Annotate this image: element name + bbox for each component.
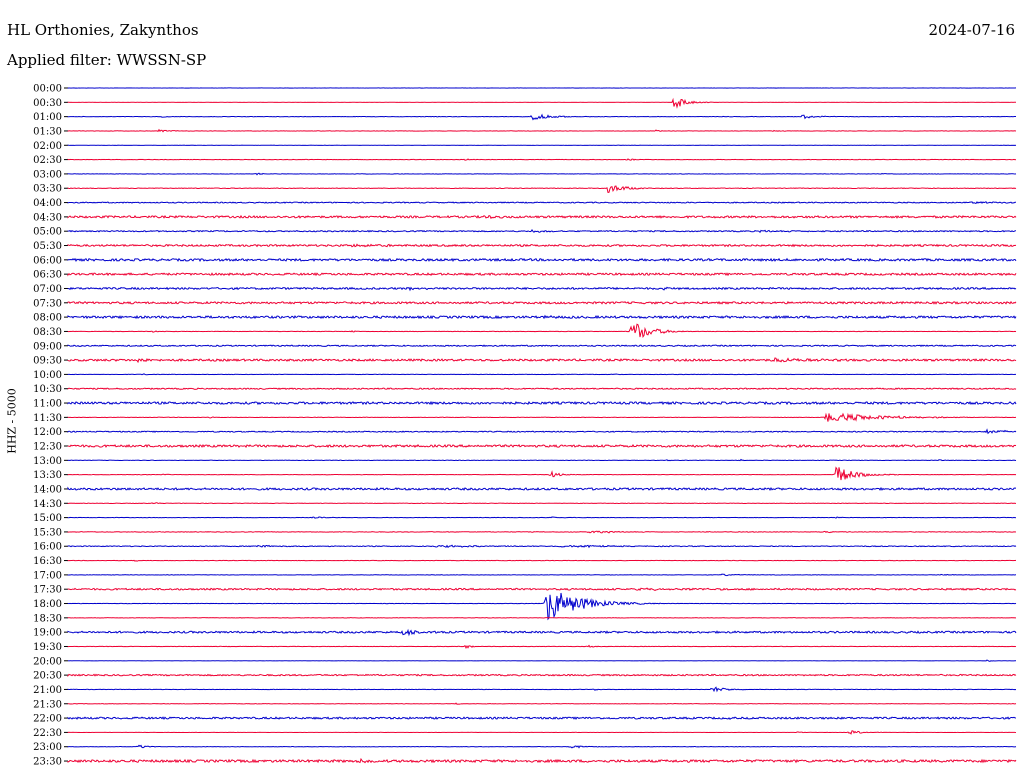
- time-tick-label: 16:00: [33, 542, 62, 553]
- trace-row: [67, 128, 1017, 133]
- trace-row: [67, 113, 1017, 121]
- time-tick-label: 01:30: [33, 126, 62, 137]
- station-title: HL Orthonies, Zakynthos: [7, 21, 199, 39]
- time-tick-label: 02:00: [33, 141, 62, 152]
- time-tick-label: 15:00: [33, 513, 62, 524]
- time-tick-label: 10:30: [33, 384, 62, 395]
- trace-row: [67, 272, 1017, 277]
- trace-row: [67, 744, 1017, 749]
- trace-row: [67, 201, 1017, 205]
- trace-row: [67, 428, 1017, 435]
- trace-row: [67, 573, 1017, 577]
- trace-row: [67, 686, 1017, 693]
- time-tick-label: 07:30: [33, 298, 62, 309]
- trace-row: [67, 300, 1017, 305]
- time-tick-label: 12:00: [33, 427, 62, 438]
- time-tick-label: 06:00: [33, 255, 62, 266]
- trace-row: [67, 757, 1017, 764]
- time-tick-label: 22:00: [33, 714, 62, 725]
- trace-row: [67, 466, 1017, 481]
- trace-row: [67, 357, 1017, 364]
- time-tick-label: 19:30: [33, 642, 62, 653]
- trace-row: [67, 673, 1017, 678]
- time-tick-label: 23:00: [33, 742, 62, 753]
- trace-row: [67, 229, 1017, 234]
- time-tick-label: 20:30: [33, 671, 62, 682]
- trace-row: [67, 323, 1017, 338]
- time-tick-label: 09:00: [33, 341, 62, 352]
- trace-row: [67, 628, 1017, 637]
- time-tick-label: 09:30: [33, 356, 62, 367]
- trace-row: [67, 412, 1017, 422]
- time-tick-label: 03:00: [33, 169, 62, 180]
- trace-row: [67, 286, 1017, 292]
- time-tick-label: 00:00: [33, 84, 62, 95]
- time-tick-label: 04:30: [33, 212, 62, 223]
- time-tick-label: 06:30: [33, 270, 62, 281]
- time-tick-label: 03:30: [33, 184, 62, 195]
- filter-label: Applied filter: WWSSN-SP: [7, 51, 207, 69]
- date-label: 2024-07-16: [928, 21, 1015, 39]
- time-tick-label: 13:00: [33, 456, 62, 467]
- trace-row: [67, 443, 1017, 449]
- time-tick-label: 11:00: [33, 399, 62, 410]
- trace-row: [67, 400, 1017, 406]
- time-tick-label: 02:30: [33, 155, 62, 166]
- time-tick-label: 12:30: [33, 442, 62, 453]
- time-tick-label: 00:30: [33, 98, 62, 109]
- trace-row: [67, 659, 1017, 662]
- trace-row: [67, 257, 1017, 262]
- time-tick-label: 19:00: [33, 628, 62, 639]
- trace-row: [67, 587, 1017, 592]
- trace-row: [67, 702, 1017, 705]
- trace-row: [67, 716, 1017, 721]
- time-tick-label: 21:00: [33, 685, 62, 696]
- time-tick-label: 20:00: [33, 656, 62, 667]
- time-tick-label: 18:00: [33, 599, 62, 610]
- time-tick-label: 05:00: [33, 227, 62, 238]
- time-tick-label: 08:30: [33, 327, 62, 338]
- trace-row: [67, 185, 1017, 194]
- trace-row: [67, 214, 1017, 220]
- time-tick-label: 01:00: [33, 112, 62, 123]
- time-tick-label: 13:30: [33, 470, 62, 481]
- time-tick-label: 15:30: [33, 527, 62, 538]
- trace-row: [67, 530, 1017, 534]
- time-tick-label: 17:00: [33, 570, 62, 581]
- trace-row: [67, 486, 1017, 491]
- time-tick-label: 16:30: [33, 556, 62, 567]
- time-tick-label: 10:00: [33, 370, 62, 381]
- time-tick-label: 11:30: [33, 413, 62, 424]
- trace-row: [67, 559, 1017, 562]
- time-tick-label: 04:00: [33, 198, 62, 209]
- trace-row: [67, 314, 1017, 320]
- trace-row: [67, 644, 1017, 650]
- time-tick-label: 08:00: [33, 313, 62, 324]
- trace-row: [67, 373, 1017, 376]
- time-tick-label: 05:30: [33, 241, 62, 252]
- trace-row: [67, 592, 1017, 621]
- time-tick-label: 22:30: [33, 728, 62, 739]
- time-tick-label: 07:00: [33, 284, 62, 295]
- trace-row: [67, 97, 1017, 109]
- time-tick-label: 18:30: [33, 613, 62, 624]
- trace-row: [67, 172, 1017, 176]
- trace-row: [67, 730, 1017, 735]
- time-tick-label: 17:30: [33, 585, 62, 596]
- time-tick-label: 21:30: [33, 699, 62, 710]
- trace-row: [67, 387, 1017, 391]
- trace-row: [67, 544, 1017, 549]
- trace-row: [67, 158, 1017, 161]
- trace-row: [67, 516, 1017, 519]
- time-tick-label: 14:00: [33, 484, 62, 495]
- time-tick-label: 23:30: [33, 757, 62, 768]
- trace-row: [67, 344, 1017, 348]
- time-tick-label: 14:30: [33, 499, 62, 510]
- trace-row: [67, 243, 1017, 248]
- trace-row: [67, 458, 1017, 462]
- trace-row: [67, 502, 1017, 505]
